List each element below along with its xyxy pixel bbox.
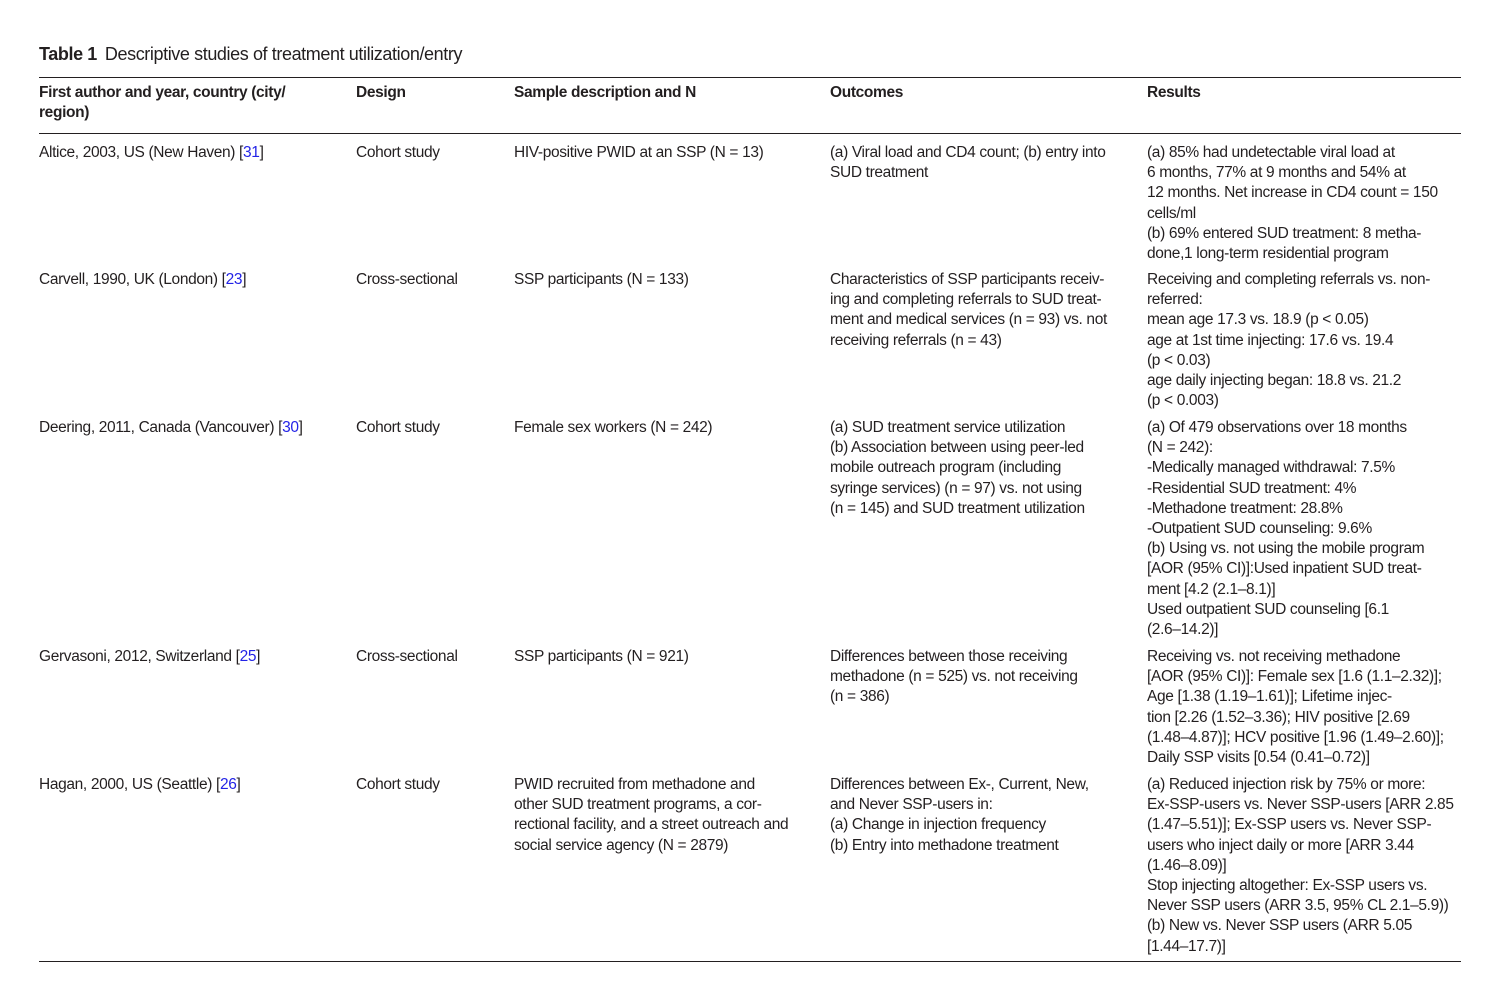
outcomes-cell: Differences between Ex-, Current, New, a…: [830, 776, 1089, 854]
header-author: First author and year, country (city/ re…: [39, 84, 286, 122]
table-label: Table 1: [39, 44, 97, 64]
citation-link[interactable]: 26: [219, 776, 237, 793]
outcomes-cell: (a) SUD treatment service utilization (b…: [830, 419, 1085, 517]
results-cell: (a) Of 479 observations over 18 months (…: [1147, 419, 1425, 639]
outcomes-cell: Differences between those receiving meth…: [830, 648, 1078, 706]
header-results: Results: [1147, 84, 1201, 101]
author-cell: Gervasoni, 2012, Switzerland [25]: [39, 647, 260, 667]
results-cell: Receiving vs. not receiving methadone [A…: [1147, 648, 1444, 767]
bracket: ]: [242, 271, 247, 288]
bracket: ]: [256, 648, 261, 665]
author-text: Hagan, 2000, US (Seattle) [: [39, 776, 220, 793]
outcomes-cell: (a) Viral load and CD4 count; (b) entry …: [830, 144, 1106, 182]
results-cell: Receiving and completing referrals vs. n…: [1147, 271, 1431, 410]
author-cell: Hagan, 2000, US (Seattle) [26]: [39, 775, 241, 795]
sample-cell: SSP participants (N = 133): [514, 271, 689, 288]
header-design: Design: [356, 84, 406, 101]
author-text: Altice, 2003, US (New Haven) [: [39, 144, 244, 161]
bottom-rule: [39, 961, 1461, 962]
design-cell: Cohort study: [356, 776, 440, 793]
design-cell: Cohort study: [356, 419, 440, 436]
table-title: Descriptive studies of treatment utiliza…: [104, 44, 463, 64]
bracket: ]: [236, 776, 241, 793]
author-cell: Deering, 2011, Canada (Vancouver) [30]: [39, 418, 303, 438]
bracket: ]: [298, 419, 303, 436]
citation-link[interactable]: 23: [225, 271, 243, 288]
author-cell: Carvell, 1990, UK (London) [23]: [39, 270, 247, 290]
header-sample: Sample description and N: [514, 84, 696, 101]
outcomes-cell: Characteristics of SSP participants rece…: [830, 271, 1107, 349]
citation-link[interactable]: 30: [282, 419, 299, 436]
results-cell: (a) 85% had undetectable viral load at 6…: [1147, 144, 1438, 263]
citation-link[interactable]: 31: [243, 144, 260, 161]
table-caption: Table 1 Descriptive studies of treatment …: [39, 44, 462, 65]
author-text: Carvell, 1990, UK (London) [: [39, 271, 226, 288]
bracket: ]: [259, 144, 264, 161]
header-rule: [39, 133, 1461, 134]
top-rule: [39, 77, 1461, 78]
header-outcomes: Outcomes: [830, 84, 903, 101]
author-text: Deering, 2011, Canada (Vancouver) [: [39, 419, 283, 436]
sample-cell: SSP participants (N = 921): [514, 648, 689, 665]
sample-cell: PWID recruited from methadone and other …: [514, 776, 789, 854]
citation-link[interactable]: 25: [239, 648, 257, 665]
design-cell: Cross-sectional: [356, 648, 458, 665]
author-text: Gervasoni, 2012, Switzerland [: [39, 648, 240, 665]
design-cell: Cohort study: [356, 144, 440, 161]
sample-cell: Female sex workers (N = 242): [514, 419, 713, 436]
sample-cell: HIV-positive PWID at an SSP (N = 13): [514, 144, 764, 161]
results-cell: (a) Reduced injection risk by 75% or mor…: [1147, 776, 1454, 955]
design-cell: Cross-sectional: [356, 271, 458, 288]
author-cell: Altice, 2003, US (New Haven) [31]: [39, 143, 264, 163]
